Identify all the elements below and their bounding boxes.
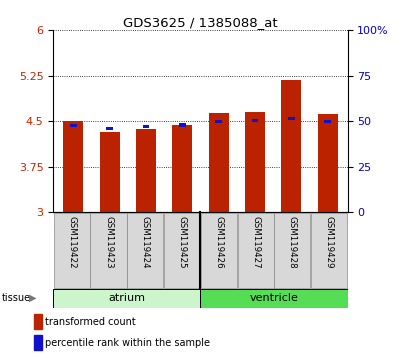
Bar — [275, 213, 310, 288]
Bar — [179, 123, 186, 127]
Text: atrium: atrium — [108, 293, 145, 303]
Bar — [215, 120, 222, 123]
Bar — [245, 112, 265, 212]
Text: percentile rank within the sample: percentile rank within the sample — [45, 338, 210, 348]
Text: ▶: ▶ — [29, 293, 36, 303]
Bar — [164, 213, 200, 288]
Text: tissue: tissue — [2, 293, 31, 303]
Text: GSM119424: GSM119424 — [141, 216, 150, 269]
Bar — [53, 289, 201, 308]
Bar — [127, 213, 163, 288]
Bar — [281, 80, 301, 212]
Text: GSM119426: GSM119426 — [214, 216, 223, 269]
Bar — [54, 213, 90, 288]
Text: GSM119425: GSM119425 — [178, 216, 186, 269]
Bar — [318, 114, 338, 212]
Bar — [238, 213, 274, 288]
Bar — [201, 289, 348, 308]
Bar — [34, 314, 42, 329]
Bar — [209, 113, 229, 212]
Bar — [143, 125, 149, 129]
Bar — [90, 213, 126, 288]
Title: GDS3625 / 1385088_at: GDS3625 / 1385088_at — [123, 16, 278, 29]
Text: GSM119422: GSM119422 — [67, 216, 76, 269]
Text: GSM119428: GSM119428 — [288, 216, 297, 269]
Bar — [172, 125, 192, 212]
Text: GSM119427: GSM119427 — [251, 216, 260, 269]
Bar — [100, 132, 120, 212]
Bar — [106, 127, 113, 130]
Text: GSM119423: GSM119423 — [104, 216, 113, 269]
Bar — [311, 213, 347, 288]
Bar — [252, 119, 258, 122]
Bar — [136, 129, 156, 212]
Bar — [201, 213, 237, 288]
Text: GSM119429: GSM119429 — [325, 216, 334, 269]
Text: ventricle: ventricle — [250, 293, 299, 303]
Bar — [63, 121, 83, 212]
Bar — [288, 116, 295, 120]
Text: transformed count: transformed count — [45, 316, 136, 327]
Bar — [70, 124, 77, 127]
Bar — [324, 120, 331, 123]
Bar — [34, 335, 42, 350]
